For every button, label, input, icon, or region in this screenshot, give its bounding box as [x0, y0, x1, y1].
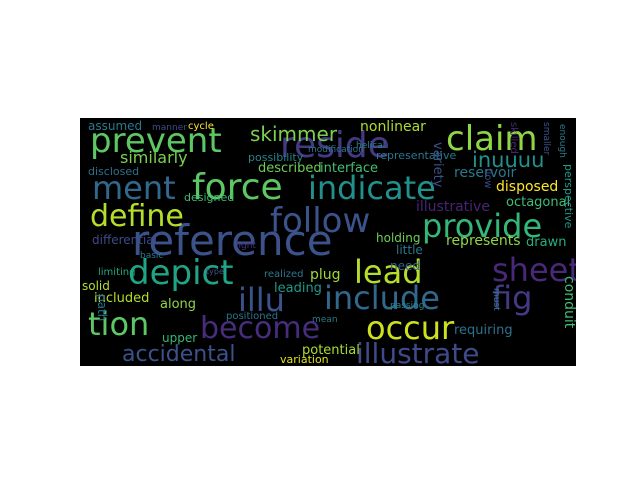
word-define: define	[90, 199, 184, 234]
word-helical: manner	[152, 123, 187, 133]
word-illu: illu	[238, 281, 285, 319]
word-conduit: flow	[482, 168, 493, 189]
word-reside: reside	[280, 125, 390, 166]
word-passing: variety	[430, 142, 445, 188]
word-along: included	[94, 291, 150, 306]
word-must: basic	[140, 251, 164, 261]
word-octagonal: octagonal	[506, 195, 571, 210]
word-accidental: accidental	[122, 342, 236, 366]
word-provide: provide	[422, 207, 543, 245]
word-leading: leading	[274, 281, 322, 296]
word-limiting: solid	[82, 279, 110, 293]
word-skimmer: skimmer	[250, 122, 338, 146]
word-claim: claim	[446, 119, 538, 159]
word-illustrative: illustrative	[416, 199, 490, 215]
word-disclosed: path	[95, 294, 109, 322]
word-little: little	[396, 243, 423, 257]
word-basic: enough	[557, 124, 567, 158]
word-represents: represents	[446, 233, 521, 249]
word-flow: positioned	[226, 311, 279, 322]
word-requiring: requiring	[454, 323, 513, 338]
word-possibility: disclosed	[88, 165, 140, 178]
word-drawn: drawn	[526, 235, 567, 250]
word-become: become	[200, 311, 321, 346]
word-upper: along	[160, 297, 197, 312]
word-reference: reference	[132, 216, 333, 265]
word-holding: holding	[376, 231, 421, 245]
word-variety: perspective	[562, 164, 575, 229]
word-need: need	[390, 259, 420, 273]
word-occur: occur	[366, 309, 455, 347]
word-variation: variation	[280, 353, 329, 366]
word-disposed: disposed	[496, 179, 559, 195]
word-include: include	[324, 279, 440, 317]
word-skilled: helical	[356, 141, 386, 151]
word-designed: realized	[264, 269, 304, 280]
word-interface: interface	[320, 161, 378, 176]
word-modification: passing	[390, 301, 425, 311]
word-assumed: assumed	[88, 119, 143, 133]
word-differential: differential	[92, 233, 157, 247]
word-illustrate: illustrate	[356, 337, 480, 367]
word-solid: upper	[162, 331, 198, 345]
word-force: force	[192, 167, 283, 208]
word-ment: ment	[92, 169, 176, 207]
word-follow: follow	[270, 201, 371, 241]
word-manner: representative	[376, 149, 457, 162]
word-representative: designed	[184, 191, 235, 204]
word-prevent: prevent	[90, 121, 222, 161]
word-reservoir: reservoir	[454, 165, 517, 181]
word-enough: light	[236, 241, 256, 251]
word-plug: plug	[310, 267, 341, 283]
word-included: conduit	[561, 276, 576, 329]
word-potential: potential	[302, 343, 360, 358]
word-cloud: reference force prevent reside claim men…	[80, 118, 576, 366]
word-fig: fig	[492, 279, 533, 317]
word-tion: tion	[88, 305, 150, 343]
word-indicate: indicate	[308, 169, 436, 207]
word-path: must	[491, 288, 501, 311]
word-depict: depict	[128, 253, 234, 293]
word-lead: lead	[354, 253, 423, 291]
word-mean: cycle	[188, 121, 214, 132]
word-perspective: type	[206, 267, 224, 276]
word-described: described	[258, 161, 322, 176]
word-sheet: sheet	[492, 251, 576, 289]
word-smaller: modification	[308, 145, 364, 155]
word-inuuuu: inuuuu	[472, 148, 545, 172]
word-realized: limiting	[98, 267, 136, 278]
word-cycle: possibility	[248, 151, 304, 164]
word-similarly: similarly	[120, 148, 188, 167]
word-positioned: smaller	[541, 122, 551, 156]
word-light: mean	[312, 315, 338, 325]
word-nonlinear: nonlinear	[360, 119, 426, 135]
word-type: skilled	[508, 122, 519, 154]
